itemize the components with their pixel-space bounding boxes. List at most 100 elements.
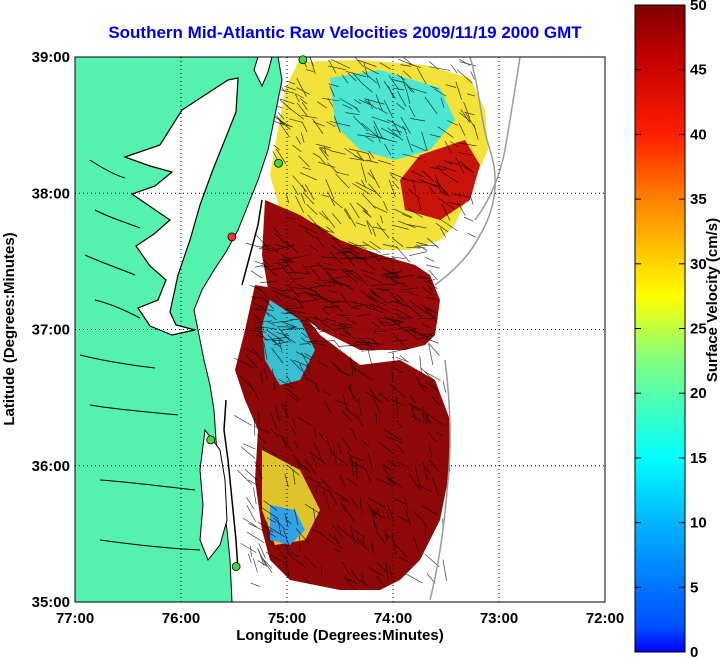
velocity-vector bbox=[426, 312, 439, 320]
velocity-vector bbox=[304, 353, 313, 359]
velocity-vector bbox=[384, 435, 403, 444]
velocity-vector bbox=[306, 377, 318, 385]
velocity-vector bbox=[391, 256, 406, 260]
velocity-vector bbox=[253, 487, 257, 504]
velocity-vector bbox=[398, 58, 414, 66]
colorbar-tick-label: 0 bbox=[690, 644, 698, 659]
velocity-vector bbox=[386, 503, 394, 522]
velocity-vector bbox=[342, 561, 350, 575]
velocity-vector bbox=[344, 148, 361, 160]
velocity-vector bbox=[247, 329, 267, 333]
velocity-vector bbox=[365, 66, 379, 75]
velocity-vector bbox=[250, 270, 263, 279]
velocity-vector bbox=[363, 84, 373, 93]
velocity-vector bbox=[383, 534, 392, 538]
velocity-vector bbox=[349, 383, 354, 398]
x-axis-label: Longitude (Degrees:Minutes) bbox=[236, 627, 444, 644]
velocity-vector bbox=[302, 192, 315, 205]
velocity-vector bbox=[349, 356, 357, 373]
y-tick-label: 36:00 bbox=[32, 458, 70, 475]
velocity-vector bbox=[296, 457, 303, 470]
velocity-vector bbox=[371, 303, 390, 312]
velocity-vector bbox=[299, 343, 309, 345]
velocity-vector bbox=[364, 98, 385, 105]
velocity-vector bbox=[382, 267, 400, 280]
velocity-vector bbox=[391, 365, 403, 373]
velocity-vector bbox=[440, 227, 447, 238]
x-tick-label: 73:00 bbox=[480, 610, 518, 627]
velocity-vector bbox=[383, 282, 406, 286]
velocity-vector bbox=[287, 106, 305, 120]
velocity-vector bbox=[347, 450, 354, 467]
velocity-vector bbox=[423, 465, 431, 474]
velocity-vector bbox=[255, 320, 273, 324]
velocity-vector bbox=[318, 432, 325, 441]
velocity-vector bbox=[447, 120, 458, 126]
velocity-vector bbox=[320, 478, 332, 489]
velocity-vector bbox=[258, 542, 266, 559]
velocity-vector bbox=[329, 85, 335, 97]
velocity-vector bbox=[443, 159, 453, 165]
velocity-vector bbox=[441, 203, 451, 221]
velocity-vector bbox=[316, 143, 331, 149]
velocity-vector bbox=[245, 353, 259, 369]
velocity-vector bbox=[362, 70, 378, 84]
velocity-vector bbox=[352, 72, 365, 86]
velocity-vector bbox=[470, 71, 475, 80]
velocity-vector bbox=[459, 58, 471, 66]
velocity-vector bbox=[392, 224, 409, 230]
velocity-vector bbox=[380, 215, 384, 224]
velocity-vector bbox=[308, 244, 319, 252]
velocity-vector bbox=[416, 244, 428, 251]
velocity-vector bbox=[411, 170, 424, 178]
velocity-vector bbox=[307, 291, 326, 301]
velocity-vector bbox=[364, 344, 378, 348]
velocity-vector bbox=[320, 148, 329, 157]
velocity-vector bbox=[318, 361, 328, 367]
velocity-vector bbox=[444, 140, 452, 154]
velocity-vector bbox=[368, 251, 381, 263]
velocity-vector bbox=[258, 411, 260, 424]
velocity-vector bbox=[314, 427, 317, 438]
station-marker bbox=[231, 562, 241, 571]
velocity-vector bbox=[442, 381, 447, 393]
velocity-vector bbox=[240, 446, 256, 459]
velocity-vector bbox=[426, 264, 440, 269]
velocity-vector bbox=[344, 208, 356, 227]
velocity-vector bbox=[390, 292, 406, 307]
velocity-vector bbox=[353, 98, 362, 105]
velocity-vector bbox=[339, 345, 352, 347]
velocity-vector bbox=[421, 333, 433, 336]
velocity-vector bbox=[434, 88, 447, 97]
velocity-vector bbox=[271, 347, 284, 364]
velocity-vector bbox=[341, 410, 353, 422]
velocity-vector bbox=[411, 415, 421, 421]
velocity-vector bbox=[370, 304, 378, 311]
velocity-vector bbox=[364, 274, 383, 284]
velocity-vector bbox=[422, 406, 424, 422]
velocity-vector bbox=[455, 157, 465, 174]
velocity-vector bbox=[267, 526, 285, 538]
velocity-vector bbox=[440, 97, 445, 108]
velocity-vector bbox=[321, 256, 337, 259]
velocity-vector bbox=[276, 332, 290, 337]
velocity-vector bbox=[244, 468, 258, 481]
velocity-vector bbox=[380, 463, 391, 470]
velocity-vector bbox=[412, 329, 431, 340]
velocity-vector bbox=[258, 550, 265, 566]
colorbar-tick-label: 45 bbox=[690, 62, 707, 79]
velocity-vector bbox=[262, 446, 278, 456]
velocity-vector bbox=[377, 318, 387, 328]
velocity-vector bbox=[428, 185, 435, 195]
velocity-vector bbox=[360, 290, 373, 301]
velocity-vector bbox=[348, 148, 369, 154]
velocity-vector bbox=[300, 192, 306, 204]
velocity-vector bbox=[418, 275, 429, 279]
velocity-vector bbox=[305, 184, 315, 200]
velocity-vector bbox=[395, 308, 411, 318]
velocity-vector bbox=[270, 428, 279, 438]
velocity-vector bbox=[396, 419, 402, 428]
velocity-vector bbox=[320, 230, 334, 233]
velocity-vector bbox=[450, 192, 462, 198]
velocity-vector bbox=[429, 134, 441, 138]
